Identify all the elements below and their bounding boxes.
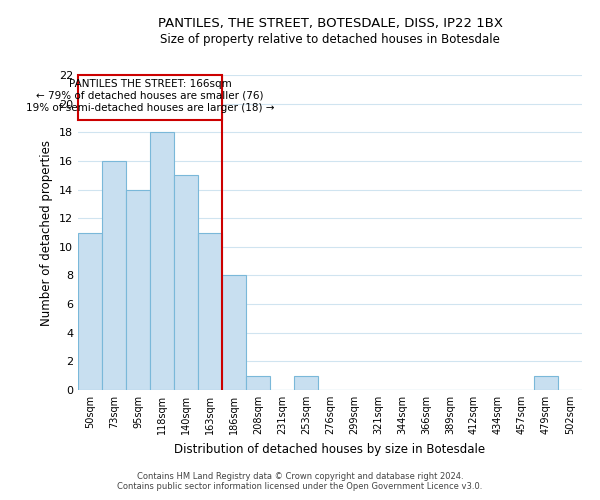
Bar bbox=[294, 376, 318, 390]
Text: 19% of semi-detached houses are larger (18) →: 19% of semi-detached houses are larger (… bbox=[26, 103, 274, 113]
X-axis label: Distribution of detached houses by size in Botesdale: Distribution of detached houses by size … bbox=[175, 442, 485, 456]
Bar bbox=[79, 75, 222, 120]
Bar bbox=[198, 232, 222, 390]
Bar bbox=[174, 175, 198, 390]
Bar bbox=[246, 376, 270, 390]
Text: PANTILES THE STREET: 166sqm: PANTILES THE STREET: 166sqm bbox=[69, 80, 232, 90]
Bar bbox=[102, 161, 126, 390]
Bar bbox=[534, 376, 558, 390]
Text: Size of property relative to detached houses in Botesdale: Size of property relative to detached ho… bbox=[160, 32, 500, 46]
Bar bbox=[126, 190, 150, 390]
Text: Contains HM Land Registry data © Crown copyright and database right 2024.: Contains HM Land Registry data © Crown c… bbox=[137, 472, 463, 481]
Bar bbox=[78, 232, 102, 390]
Bar bbox=[150, 132, 174, 390]
Text: Contains public sector information licensed under the Open Government Licence v3: Contains public sector information licen… bbox=[118, 482, 482, 491]
Y-axis label: Number of detached properties: Number of detached properties bbox=[40, 140, 53, 326]
Bar bbox=[222, 276, 246, 390]
Text: PANTILES, THE STREET, BOTESDALE, DISS, IP22 1BX: PANTILES, THE STREET, BOTESDALE, DISS, I… bbox=[157, 18, 503, 30]
Text: ← 79% of detached houses are smaller (76): ← 79% of detached houses are smaller (76… bbox=[37, 91, 264, 101]
